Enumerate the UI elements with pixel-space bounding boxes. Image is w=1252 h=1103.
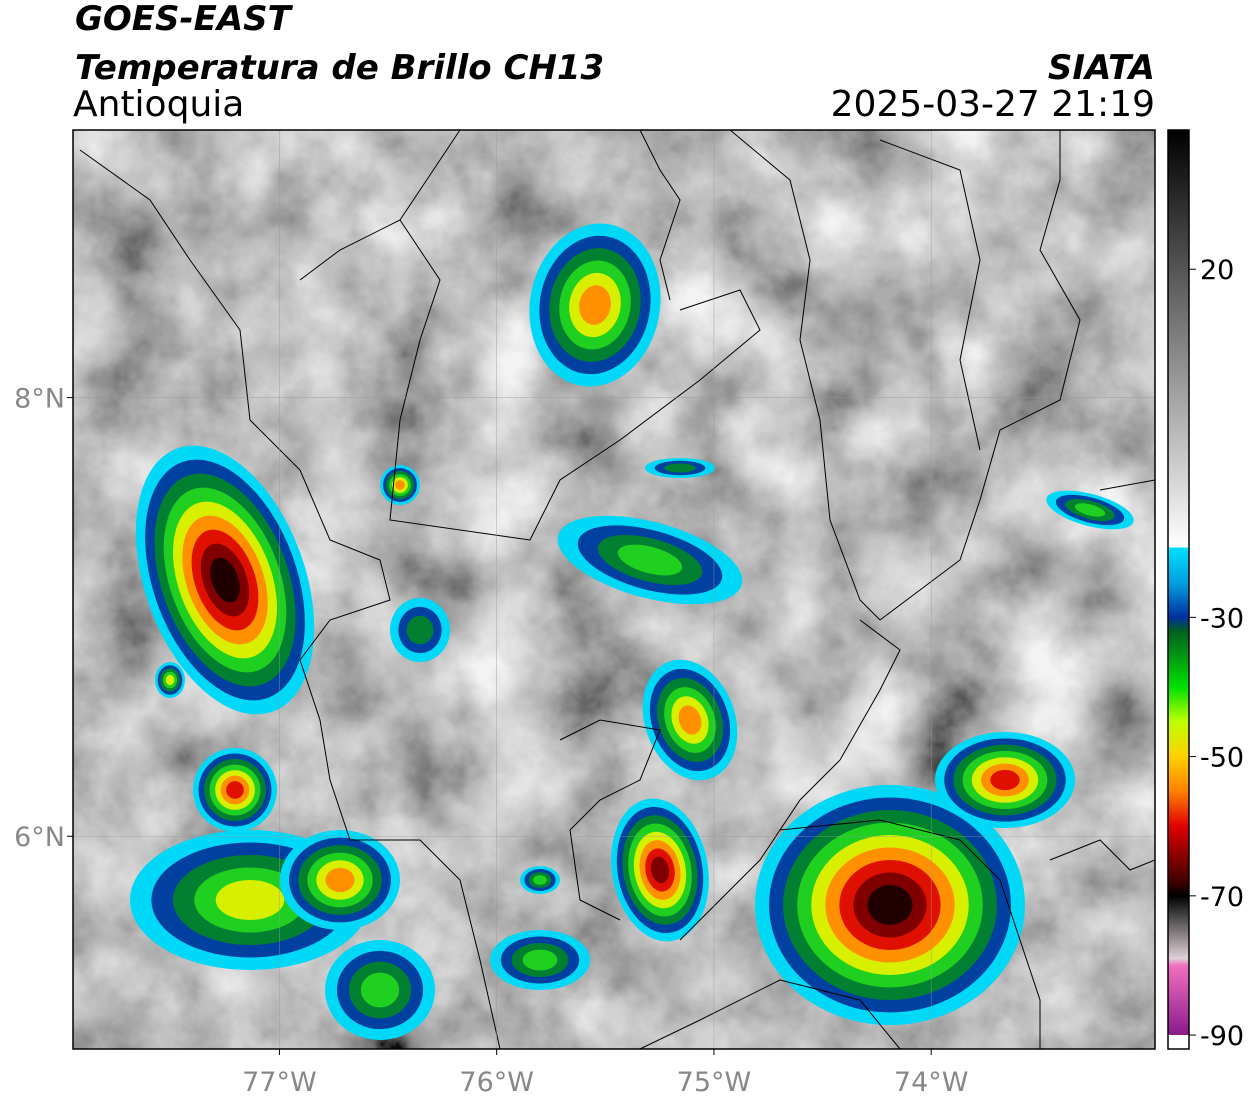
storm-layer	[617, 544, 683, 576]
storm-layer	[406, 615, 434, 645]
y-tick-label: 8°N	[14, 384, 65, 415]
storm-layer	[867, 885, 913, 925]
borders	[79, 130, 1155, 1049]
colorbar	[1167, 129, 1190, 1050]
subtitle: Temperatura de Brillo CH13	[75, 48, 604, 88]
colorbar-tick-label: -90	[1200, 1021, 1244, 1052]
storm-layer	[579, 285, 611, 325]
storm-layer	[650, 856, 670, 884]
storm-layer	[165, 674, 175, 686]
storm-layer	[1074, 503, 1106, 517]
x-tick-label: 74°W	[894, 1067, 969, 1098]
storm-layer	[360, 972, 400, 1008]
storm-layer	[210, 557, 240, 603]
colorbar-tick-label: 20	[1200, 255, 1234, 286]
storm-layer	[533, 875, 547, 885]
storm-layer	[990, 769, 1020, 791]
storm-layer	[678, 705, 702, 735]
grid: 77°W 76°W 75°W 74°W 6°N 8°N	[14, 130, 1155, 1098]
storm-layer	[325, 867, 355, 893]
colorbar-tick-label: -50	[1200, 743, 1244, 774]
storm-layer	[395, 480, 405, 490]
x-tick-label: 75°W	[677, 1067, 752, 1098]
colorbar-tick-label: -30	[1200, 603, 1244, 634]
x-tick-label: 76°W	[459, 1067, 534, 1098]
map-frame	[72, 129, 1156, 1050]
x-tick-label: 77°W	[242, 1067, 317, 1098]
source: SIATA	[1048, 48, 1155, 88]
y-tick-label: 6°N	[14, 822, 65, 853]
imagery	[73, 130, 1155, 1049]
datetime: 2025-03-27 21:19	[831, 84, 1155, 125]
region: Antioquia	[73, 84, 244, 125]
title: GOES-EAST	[75, 0, 294, 39]
storm-layer	[522, 949, 558, 971]
colorbar-tick-label: -70	[1200, 882, 1244, 913]
storm-layer	[215, 880, 285, 920]
storm-layer	[226, 781, 244, 799]
storm-layer	[664, 463, 696, 473]
storms	[130, 223, 1134, 1040]
